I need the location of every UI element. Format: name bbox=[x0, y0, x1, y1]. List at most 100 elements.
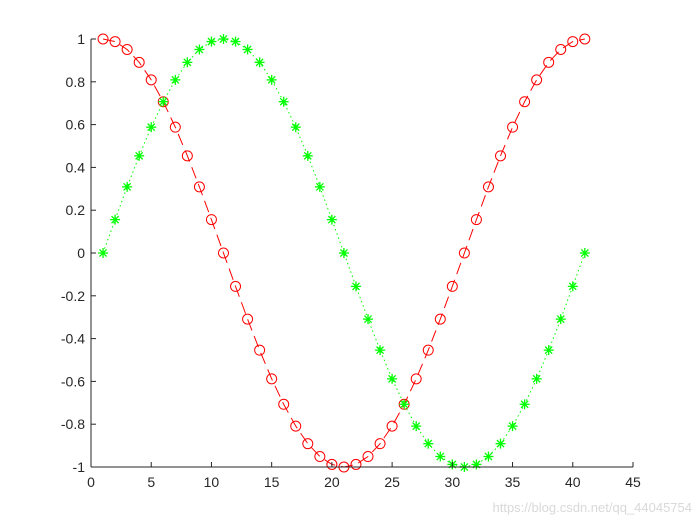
series-1-point bbox=[555, 43, 567, 55]
series-1-point bbox=[362, 451, 374, 463]
asterisk-stroke bbox=[171, 75, 180, 84]
series-1-point bbox=[217, 247, 229, 259]
asterisk-stroke bbox=[147, 123, 156, 132]
asterisk-stroke bbox=[231, 37, 240, 46]
series-1-point bbox=[386, 420, 398, 432]
series-1-point bbox=[434, 313, 446, 325]
series-2-point bbox=[326, 214, 337, 225]
series-2-point bbox=[519, 399, 530, 410]
asterisk-stroke bbox=[508, 422, 517, 431]
series-2-point bbox=[170, 74, 181, 85]
x-tick-label: 45 bbox=[625, 474, 641, 490]
y-tick-label: -0.4 bbox=[61, 331, 85, 347]
asterisk-stroke bbox=[484, 452, 493, 461]
asterisk-stroke bbox=[520, 400, 529, 409]
series-2-point bbox=[350, 281, 361, 292]
series-1-point bbox=[374, 438, 386, 450]
asterisk-stroke bbox=[255, 58, 264, 67]
series-2-point bbox=[242, 44, 253, 55]
asterisk-stroke bbox=[424, 439, 433, 448]
asterisk-stroke bbox=[267, 75, 276, 84]
series-1-point bbox=[254, 344, 266, 356]
series-1-point bbox=[350, 458, 362, 470]
series-2-point bbox=[110, 214, 121, 225]
series-2-point bbox=[375, 345, 386, 356]
y-tick-label: -0.8 bbox=[61, 416, 85, 432]
series-2-point bbox=[194, 44, 205, 55]
series-1-point bbox=[422, 344, 434, 356]
series-2-point bbox=[266, 74, 277, 85]
series-1-point bbox=[278, 398, 290, 410]
y-tick-label: -0.6 bbox=[61, 373, 85, 389]
asterisk-stroke bbox=[388, 374, 397, 383]
series-1-point bbox=[326, 458, 338, 470]
series-2-point bbox=[579, 248, 590, 258]
series-2-point bbox=[387, 373, 398, 384]
x-tick-label: 15 bbox=[264, 474, 280, 490]
series-2-point bbox=[471, 459, 482, 470]
series-layer bbox=[97, 33, 591, 473]
y-tick-label: 0.8 bbox=[66, 74, 86, 90]
series-1-point bbox=[446, 280, 458, 292]
series-2-point bbox=[363, 314, 374, 325]
series-2-point bbox=[218, 34, 229, 44]
asterisk-stroke bbox=[135, 151, 144, 160]
series-1-point bbox=[531, 74, 543, 86]
y-tick-label: 0.6 bbox=[66, 117, 86, 133]
asterisk-stroke bbox=[568, 282, 577, 291]
asterisk-stroke bbox=[279, 97, 288, 106]
series-1-point bbox=[495, 150, 507, 162]
series-2-point bbox=[230, 36, 241, 47]
series-1-point bbox=[579, 33, 591, 45]
series-2-point bbox=[567, 281, 578, 292]
series-1-point bbox=[567, 36, 579, 48]
series-1-point bbox=[181, 150, 193, 162]
series-2-point bbox=[435, 451, 446, 462]
series-2-point bbox=[290, 122, 301, 133]
y-tick-label: 0.2 bbox=[66, 202, 86, 218]
series-1-point bbox=[290, 420, 302, 432]
series-2-point bbox=[182, 57, 193, 68]
series-1-point bbox=[109, 36, 121, 48]
series-1-point bbox=[205, 214, 217, 226]
asterisk-stroke bbox=[532, 374, 541, 383]
asterisk-stroke bbox=[400, 400, 409, 409]
series-2-point bbox=[555, 314, 566, 325]
series-1-point bbox=[410, 373, 422, 385]
series-1-point bbox=[121, 43, 133, 55]
asterisk-stroke bbox=[580, 248, 589, 258]
asterisk-stroke bbox=[99, 248, 108, 258]
y-tick-label: 0.4 bbox=[66, 159, 86, 175]
y-tick-label: 1 bbox=[77, 31, 85, 47]
series-1-point bbox=[519, 96, 531, 108]
asterisk-stroke bbox=[219, 34, 228, 44]
x-tick-label: 40 bbox=[565, 474, 581, 490]
y-tick-label: -1 bbox=[73, 459, 86, 475]
x-tick-label: 10 bbox=[204, 474, 220, 490]
asterisk-stroke bbox=[195, 45, 204, 54]
asterisk-stroke bbox=[327, 215, 336, 224]
series-2-point bbox=[423, 438, 434, 449]
series-1-point bbox=[97, 33, 109, 45]
axes: 0 5 10 15 20 25 30 35 40 45 -1 -0.8 -0.6 -0.4 -0.2 0 0.2… bbox=[61, 31, 641, 490]
series-2-point bbox=[278, 96, 289, 107]
series-1-point bbox=[458, 247, 470, 259]
asterisk-stroke bbox=[123, 182, 132, 191]
series-1-point bbox=[230, 280, 242, 292]
asterisk-stroke bbox=[207, 37, 216, 46]
series-2-point bbox=[122, 181, 133, 192]
series-2-point bbox=[134, 150, 145, 161]
series-2-point bbox=[314, 181, 325, 192]
asterisk-stroke bbox=[303, 151, 312, 160]
series-1-point bbox=[133, 56, 145, 68]
series-2-point bbox=[146, 122, 157, 133]
series-1-point bbox=[482, 181, 494, 193]
asterisk-stroke bbox=[339, 248, 348, 258]
asterisk-stroke bbox=[243, 45, 252, 54]
asterisk-stroke bbox=[159, 97, 168, 106]
series-2-point bbox=[543, 345, 554, 356]
series-2-point bbox=[338, 248, 349, 258]
series-1-point bbox=[302, 438, 314, 450]
series-2-point bbox=[98, 248, 109, 258]
